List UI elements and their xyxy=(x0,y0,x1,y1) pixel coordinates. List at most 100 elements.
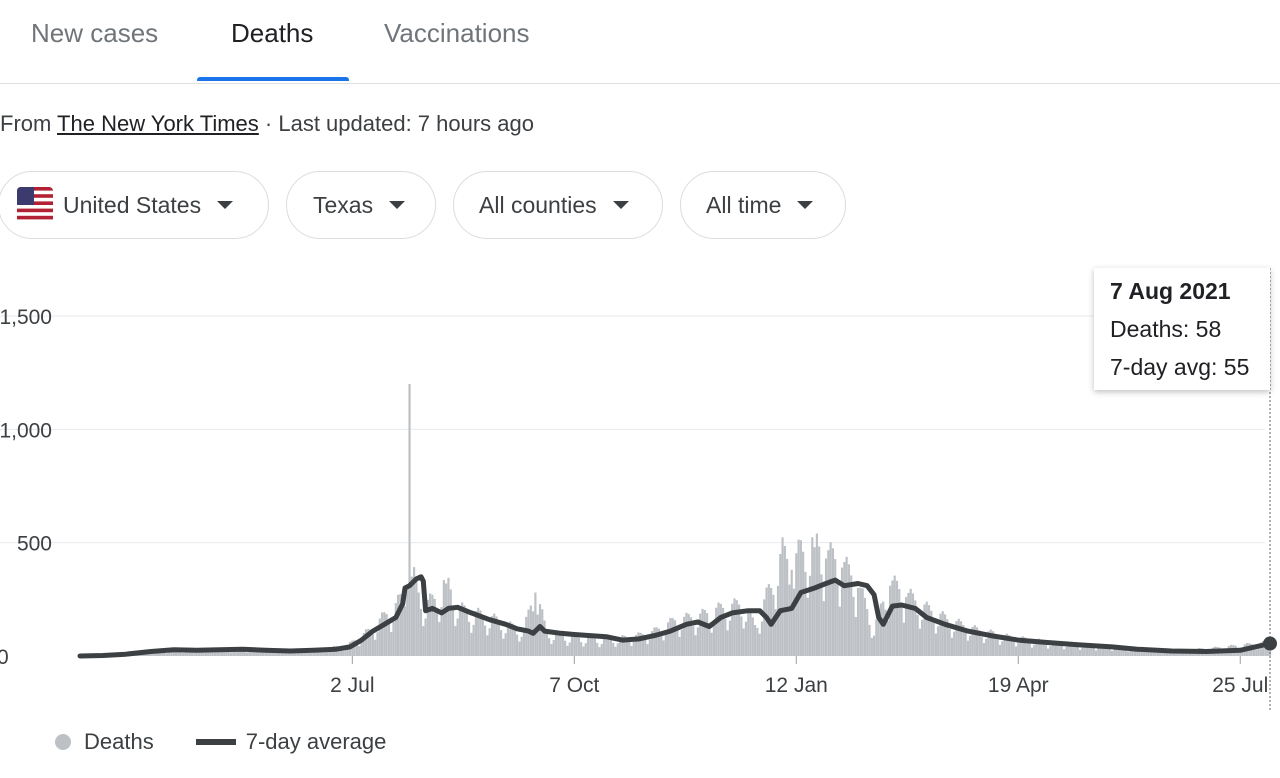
deaths-bar xyxy=(575,635,578,656)
chart-tooltip: 7 Aug 2021 Deaths: 58 7-day avg: 55 xyxy=(1094,268,1270,390)
deaths-bar xyxy=(925,601,928,656)
tab-new-cases[interactable]: New cases xyxy=(31,18,159,48)
deaths-bar xyxy=(685,612,688,656)
deaths-bar xyxy=(753,625,757,656)
deaths-bar xyxy=(996,639,999,656)
deaths-bar xyxy=(1200,648,1203,656)
seven-day-average-line xyxy=(77,574,1273,659)
deaths-bar xyxy=(509,621,512,656)
deaths-bar xyxy=(1186,649,1189,656)
deaths-bar xyxy=(275,651,278,656)
deaths-bar xyxy=(348,641,352,656)
deaths-bar xyxy=(957,618,960,656)
deaths-bar xyxy=(298,649,301,656)
deaths-bar xyxy=(696,627,699,656)
deaths-bar xyxy=(765,587,768,656)
chevron-down-icon xyxy=(217,201,234,209)
deaths-bar xyxy=(721,607,725,656)
source-prefix: From xyxy=(0,111,58,136)
deaths-bar xyxy=(229,652,233,656)
deaths-bar xyxy=(243,650,246,656)
deaths-bar xyxy=(591,636,594,656)
deaths-bar xyxy=(1021,636,1024,656)
tooltip-deaths: Deaths: 58 xyxy=(1110,316,1222,342)
hover-point xyxy=(1263,636,1277,651)
deaths-bar xyxy=(499,630,503,656)
deaths-bar xyxy=(586,637,590,656)
deaths-bar xyxy=(319,648,322,656)
deaths-bar xyxy=(529,605,532,656)
deaths-bar xyxy=(115,655,118,656)
deaths-bar xyxy=(1209,650,1212,656)
deaths-bar xyxy=(863,597,867,656)
deaths-bar xyxy=(488,628,491,656)
deaths-bar xyxy=(124,654,127,656)
deaths-bar xyxy=(726,630,729,656)
x-tick-label: 7 Oct xyxy=(549,674,599,697)
deaths-bar xyxy=(239,648,242,656)
deaths-bar xyxy=(1099,645,1102,656)
deaths-bar xyxy=(692,626,695,656)
deaths-bar xyxy=(289,649,292,656)
deaths-bar xyxy=(168,652,171,656)
deaths-bar xyxy=(836,583,839,656)
country-dropdown[interactable]: United States xyxy=(0,171,269,239)
state-dropdown[interactable]: Texas xyxy=(286,171,436,239)
county-label: All counties xyxy=(479,191,597,218)
deaths-bar xyxy=(994,633,997,656)
deaths-bar xyxy=(577,637,580,656)
deaths-bar xyxy=(266,649,269,656)
deaths-bar xyxy=(152,653,155,656)
deaths-bar xyxy=(287,649,290,656)
deaths-bar xyxy=(1113,649,1116,656)
deaths-bar xyxy=(699,613,702,656)
tab-vaccinations[interactable]: Vaccinations xyxy=(384,18,530,48)
deaths-bar xyxy=(639,632,642,656)
deaths-bar xyxy=(850,575,853,656)
deaths-bar xyxy=(829,542,832,656)
deaths-bar xyxy=(1268,645,1272,656)
deaths-bar xyxy=(326,651,329,656)
deaths-bar xyxy=(854,616,857,656)
deaths-bar xyxy=(227,650,230,656)
deaths-bar xyxy=(582,646,585,656)
tab-deaths[interactable]: Deaths xyxy=(231,18,314,48)
deaths-bar xyxy=(559,633,562,656)
deaths-bar xyxy=(653,627,656,656)
deaths-bar xyxy=(900,606,903,656)
deaths-bar xyxy=(1085,643,1089,656)
deaths-bar xyxy=(1010,637,1013,656)
deaths-bar xyxy=(701,608,704,656)
deaths-chart[interactable]: 0 500 1,000 1,500 2 Jul 7 Oct 12 Jan 19 Apr 25 … xyxy=(0,0,1280,720)
time-range-dropdown[interactable]: All time xyxy=(680,171,846,239)
deaths-bar xyxy=(797,539,800,656)
deaths-bar xyxy=(1211,647,1214,656)
deaths-bar xyxy=(1108,648,1111,656)
deaths-bar xyxy=(154,651,157,656)
deaths-bar xyxy=(1234,645,1237,656)
deaths-bar xyxy=(413,567,416,656)
deaths-bar xyxy=(662,640,665,656)
deaths-bar xyxy=(1037,638,1040,656)
deaths-bar xyxy=(651,631,654,656)
deaths-bar xyxy=(939,613,942,656)
county-dropdown[interactable]: All counties xyxy=(453,171,663,239)
deaths-bar xyxy=(122,654,125,656)
deaths-bar xyxy=(948,628,951,656)
tooltip-avg: 7-day avg: 55 xyxy=(1110,354,1250,380)
x-tick-label: 19 Apr xyxy=(988,674,1049,697)
source-link[interactable]: The New York Times xyxy=(57,111,259,136)
deaths-bar xyxy=(676,628,679,656)
deaths-bar xyxy=(1136,647,1139,656)
deaths-bar xyxy=(438,622,441,656)
deaths-bar xyxy=(1163,649,1166,656)
deaths-bar xyxy=(117,655,121,656)
deaths-bar xyxy=(712,623,716,656)
deaths-bar xyxy=(332,645,336,656)
deaths-bar xyxy=(339,648,342,656)
deaths-bar xyxy=(1147,648,1150,656)
deaths-bar xyxy=(966,640,970,656)
deaths-bar xyxy=(536,614,539,656)
deaths-bar xyxy=(399,594,402,656)
deaths-bar xyxy=(1227,646,1230,656)
